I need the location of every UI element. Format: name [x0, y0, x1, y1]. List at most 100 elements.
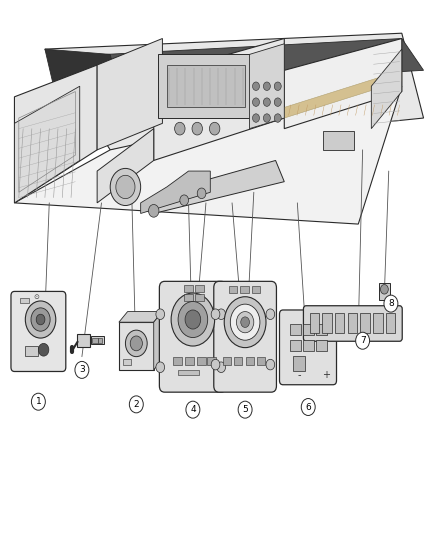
Bar: [335, 313, 345, 333]
Circle shape: [211, 309, 220, 319]
Circle shape: [274, 114, 281, 122]
Bar: [197, 357, 206, 365]
Bar: [195, 294, 204, 301]
Bar: [323, 131, 354, 150]
Bar: [386, 313, 395, 333]
Circle shape: [129, 396, 143, 413]
Circle shape: [156, 362, 165, 373]
Text: 6: 6: [305, 402, 311, 411]
Polygon shape: [154, 160, 284, 214]
Bar: [290, 324, 301, 335]
Polygon shape: [45, 33, 424, 150]
FancyBboxPatch shape: [304, 306, 402, 341]
Circle shape: [217, 362, 226, 373]
Circle shape: [148, 205, 159, 217]
Bar: [348, 313, 357, 333]
FancyBboxPatch shape: [11, 292, 66, 372]
Bar: [379, 283, 390, 300]
Circle shape: [230, 304, 260, 340]
Circle shape: [192, 122, 202, 135]
Polygon shape: [106, 38, 424, 86]
Circle shape: [36, 314, 45, 325]
Circle shape: [253, 82, 259, 91]
Bar: [77, 334, 90, 347]
Bar: [178, 370, 199, 375]
Circle shape: [381, 285, 389, 294]
Bar: [158, 54, 276, 118]
Bar: [207, 357, 215, 365]
Bar: [99, 337, 102, 343]
Text: 7: 7: [360, 336, 365, 345]
Bar: [316, 324, 327, 335]
Text: 4: 4: [190, 405, 196, 414]
Polygon shape: [14, 86, 80, 203]
Circle shape: [31, 308, 50, 331]
Polygon shape: [14, 86, 402, 224]
Bar: [373, 313, 382, 333]
Circle shape: [39, 343, 49, 356]
Circle shape: [211, 359, 220, 370]
Circle shape: [263, 98, 270, 107]
Bar: [92, 337, 98, 343]
Bar: [184, 294, 193, 301]
Text: -: -: [298, 370, 301, 379]
Bar: [184, 285, 193, 292]
Bar: [223, 357, 231, 365]
Bar: [195, 285, 204, 292]
Circle shape: [175, 122, 185, 135]
Polygon shape: [119, 312, 162, 322]
Polygon shape: [154, 312, 162, 370]
Circle shape: [241, 317, 250, 327]
Circle shape: [32, 393, 46, 410]
Text: 3: 3: [79, 366, 85, 374]
Circle shape: [253, 98, 259, 107]
Circle shape: [237, 312, 254, 333]
Polygon shape: [45, 49, 119, 92]
Text: 2: 2: [134, 400, 139, 409]
Circle shape: [180, 195, 188, 206]
Polygon shape: [119, 322, 154, 370]
Circle shape: [25, 301, 56, 338]
Bar: [240, 286, 249, 293]
Circle shape: [197, 188, 206, 199]
Bar: [92, 336, 104, 344]
Circle shape: [171, 293, 215, 346]
Polygon shape: [97, 128, 154, 203]
Circle shape: [301, 399, 315, 416]
Circle shape: [125, 330, 147, 357]
Circle shape: [217, 309, 226, 319]
Bar: [303, 324, 314, 335]
Text: 8: 8: [388, 299, 394, 308]
Circle shape: [384, 295, 398, 312]
Polygon shape: [284, 70, 402, 118]
Polygon shape: [154, 38, 284, 160]
Circle shape: [356, 332, 370, 349]
Circle shape: [116, 175, 135, 199]
Bar: [310, 313, 319, 333]
Circle shape: [263, 114, 270, 122]
Circle shape: [209, 122, 220, 135]
Polygon shape: [97, 38, 162, 150]
Circle shape: [253, 114, 259, 122]
Polygon shape: [141, 171, 210, 214]
Circle shape: [238, 401, 252, 418]
Bar: [123, 359, 131, 365]
FancyBboxPatch shape: [279, 310, 336, 385]
Circle shape: [274, 98, 281, 107]
Text: ⊙: ⊙: [33, 294, 39, 300]
Circle shape: [263, 82, 270, 91]
Circle shape: [178, 302, 208, 337]
Circle shape: [186, 401, 200, 418]
Bar: [252, 286, 260, 293]
FancyBboxPatch shape: [214, 281, 276, 392]
Bar: [257, 357, 265, 365]
Bar: [185, 357, 194, 365]
Circle shape: [224, 297, 266, 348]
Text: +: +: [321, 370, 330, 379]
Circle shape: [185, 310, 201, 329]
Bar: [293, 356, 305, 372]
Bar: [20, 298, 29, 303]
Bar: [173, 357, 182, 365]
Bar: [290, 340, 301, 351]
Bar: [229, 286, 237, 293]
